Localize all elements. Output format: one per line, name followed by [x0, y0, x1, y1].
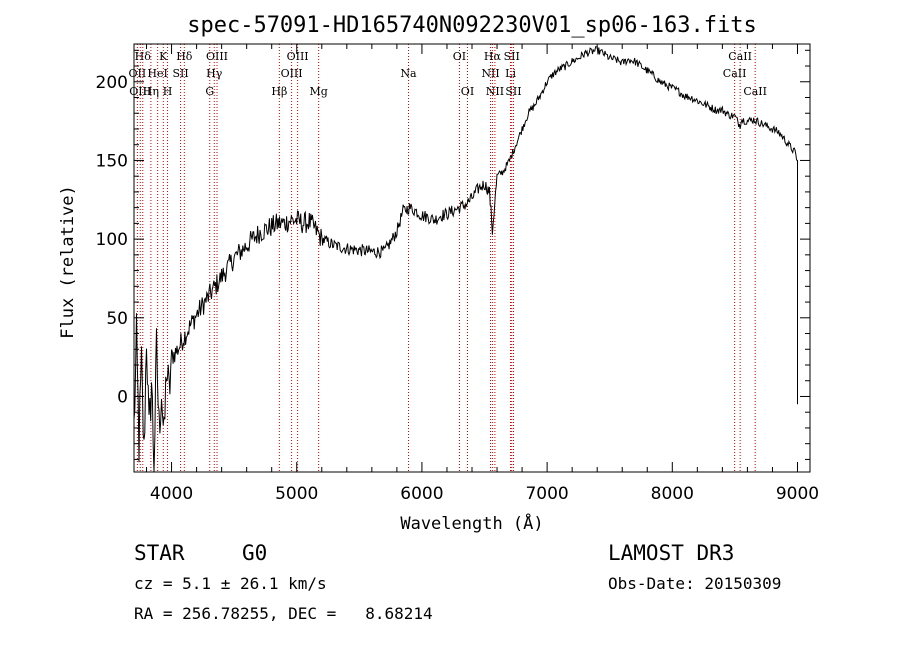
spectral-line-label: NII: [486, 85, 504, 98]
x-tick-label: 7000: [525, 484, 568, 504]
survey-name: LAMOST DR3: [608, 541, 735, 565]
spectral-line-label: Hδ: [176, 50, 193, 63]
spectral-line-label: Hβ: [271, 85, 287, 98]
coordinates: RA = 256.78255, DEC = 8.68214: [134, 604, 433, 623]
spectral-line-label: Hδ: [135, 50, 152, 63]
x-tick-label: 8000: [651, 484, 694, 504]
spectral-line-label: H: [163, 85, 173, 98]
spectral-line-label: OI: [453, 50, 466, 63]
spectral-line-label: K: [159, 50, 168, 63]
observation-date: Obs-Date: 20150309: [608, 574, 782, 593]
spectral-line-label: OIII: [287, 50, 309, 63]
object-class: STAR: [134, 541, 185, 565]
spectral-line-label: CaII: [723, 67, 747, 80]
spectral-line-label: NII: [481, 67, 499, 80]
spectral-line-label: OIII: [206, 50, 228, 63]
spectral-line-label: SII: [505, 85, 521, 98]
y-axis-ticks: 0 50 100 150 200: [96, 49, 810, 460]
x-tick-label: 5000: [275, 484, 318, 504]
spectral-line-label: HeI: [147, 67, 167, 80]
spectral-line-label: Hγ: [206, 67, 223, 80]
spectral-line-label: Hη: [143, 85, 159, 98]
spectral-line-label: CaII: [743, 85, 767, 98]
x-tick-label: 6000: [400, 484, 443, 504]
spectral-line-label: G: [205, 85, 214, 98]
spectrum-line: [133, 46, 798, 473]
plot-frame: [133, 43, 811, 473]
spectral-line-label: Mg: [309, 85, 327, 98]
y-axis-label: Flux (relative): [58, 185, 78, 339]
x-tick-label: 4000: [150, 484, 193, 504]
y-tick-label: 150: [96, 151, 128, 171]
x-tick-label: 9000: [776, 484, 819, 504]
chart-title: spec-57091-HD165740N092230V01_sp06-163.f…: [187, 13, 757, 38]
spectral-line-label: OII: [129, 67, 147, 80]
spectral-line-label: Hα: [484, 50, 502, 63]
y-tick-label: 50: [106, 309, 128, 329]
spectral-line-label: Li: [505, 67, 516, 80]
spectral-line-label: SII: [172, 67, 188, 80]
spectral-line-label: CaII: [728, 50, 752, 63]
y-tick-label: 200: [96, 73, 128, 93]
x-axis-ticks: 4000 5000 6000 7000 8000 9000: [146, 44, 819, 504]
spectral-line-label: OIII: [281, 67, 303, 80]
redshift-cz: cz = 5.1 ± 26.1 km/s: [134, 574, 327, 593]
x-axis-label: Wavelength (Å): [400, 512, 543, 534]
object-subclass: G0: [242, 541, 268, 565]
spectral-line-label: Na: [400, 67, 417, 80]
y-tick-label: 0: [117, 387, 128, 407]
y-tick-label: 100: [96, 230, 128, 250]
spectral-line-label: OI: [461, 85, 474, 98]
spectral-line-label: SII: [504, 50, 520, 63]
spectral-line-label: OIII: [129, 85, 151, 98]
spectral-line-markers: [136, 44, 756, 472]
